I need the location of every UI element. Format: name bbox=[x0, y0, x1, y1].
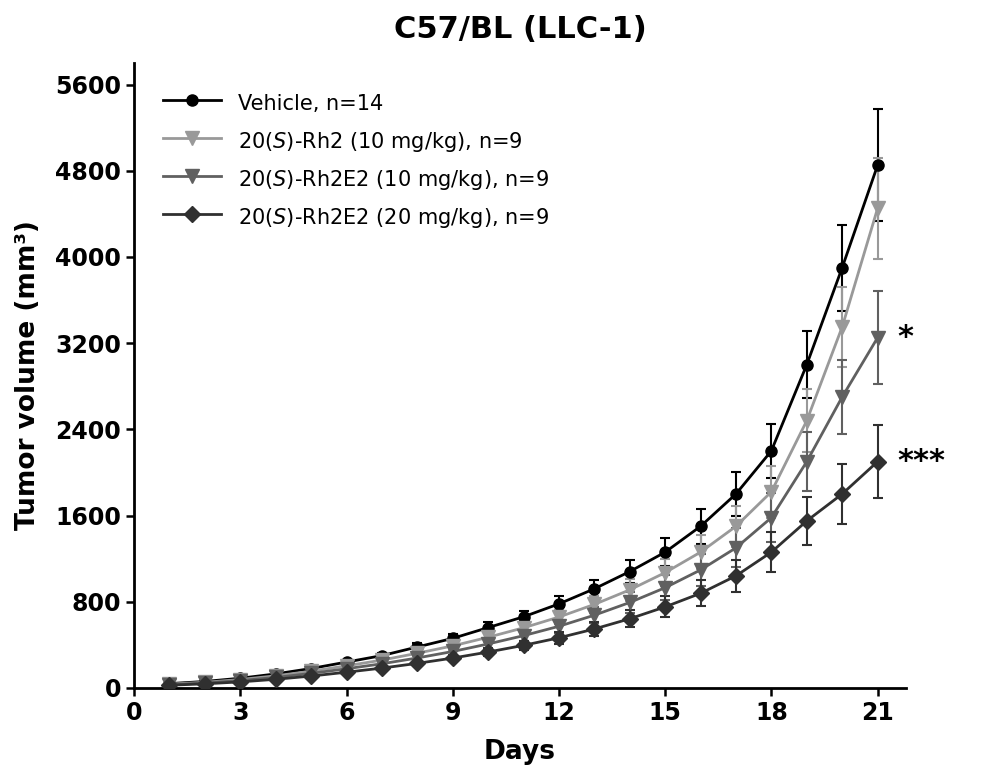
Text: ***: *** bbox=[897, 447, 945, 476]
Legend: Vehicle, n=14, 20($\it{S}$)-Rh2 (10 mg/kg), n=9, 20($\it{S}$)-Rh2E2 (10 mg/kg), : Vehicle, n=14, 20($\it{S}$)-Rh2 (10 mg/k… bbox=[152, 80, 559, 240]
X-axis label: Days: Days bbox=[484, 739, 556, 765]
Y-axis label: Tumor volume (mm³): Tumor volume (mm³) bbox=[15, 221, 41, 530]
Title: C57/BL (LLC-1): C57/BL (LLC-1) bbox=[394, 15, 646, 44]
Text: *: * bbox=[897, 323, 913, 353]
